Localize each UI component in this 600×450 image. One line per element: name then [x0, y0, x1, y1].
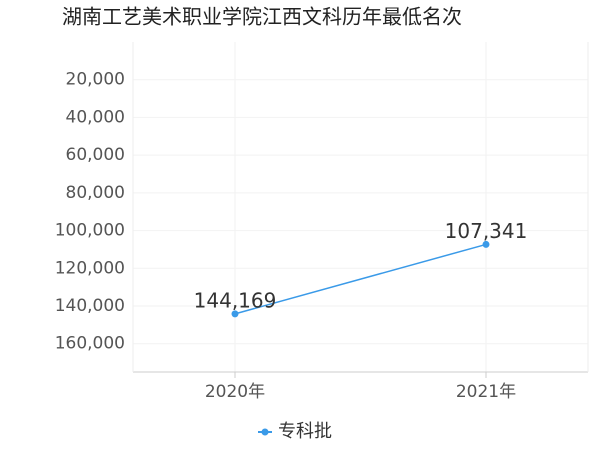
x-tick-label: 2020年 [205, 382, 265, 402]
data-label: 107,341 [445, 219, 528, 243]
chart-title: 湖南工艺美术职业学院江西文科历年最低名次 [62, 5, 462, 29]
legend-marker [261, 428, 269, 436]
y-tick-label: 100,000 [55, 221, 125, 241]
y-tick-label: 40,000 [66, 107, 125, 127]
data-point [231, 310, 239, 318]
y-tick-label: 20,000 [66, 70, 125, 90]
legend-label: 专科批 [278, 421, 332, 442]
series-line [234, 243, 487, 315]
y-tick-label: 120,000 [55, 258, 125, 278]
y-tick-label: 160,000 [55, 334, 125, 354]
y-tick-label: 140,000 [55, 296, 125, 316]
y-tick-label: 60,000 [66, 145, 125, 165]
data-label: 144,169 [194, 288, 277, 312]
y-tick-label: 80,000 [66, 183, 125, 203]
data-point [482, 240, 490, 248]
x-tick-label: 2021年 [456, 382, 516, 402]
